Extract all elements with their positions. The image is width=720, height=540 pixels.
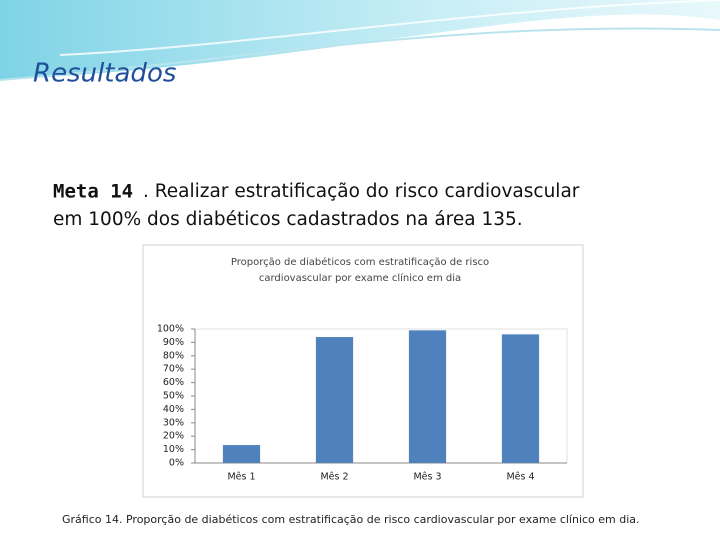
- x-tick-label: Mês 2: [320, 472, 348, 483]
- bar: [501, 334, 540, 463]
- y-tick-label: 70%: [163, 364, 184, 375]
- chart-title: cardiovascular por exame clínico em dia: [259, 272, 461, 284]
- caption: Gráfico 14. Proporção de diabéticos com …: [62, 513, 640, 526]
- y-tick-label: 90%: [163, 337, 184, 348]
- y-tick-label: 10%: [163, 444, 184, 455]
- y-tick-label: 100%: [157, 324, 184, 335]
- y-tick-label: 60%: [163, 377, 184, 388]
- x-tick-label: Mês 1: [227, 472, 255, 483]
- bar: [408, 330, 447, 463]
- x-tick-label: Mês 3: [413, 472, 441, 483]
- chart-title: Proporção de diabéticos com estratificaç…: [231, 256, 489, 268]
- body-line: em 100% dos diabéticos cadastrados na ár…: [53, 209, 523, 230]
- y-tick-label: 0%: [169, 458, 184, 469]
- y-tick-label: 20%: [163, 431, 184, 442]
- y-tick-label: 50%: [163, 391, 184, 402]
- meta-label: Meta 14: [53, 181, 133, 203]
- header-curve: [0, 27, 720, 81]
- y-tick-label: 40%: [163, 404, 184, 415]
- bar: [315, 337, 354, 463]
- header-curve: [59, 0, 720, 56]
- y-tick-label: 80%: [163, 350, 184, 361]
- slide-heading: Resultados: [33, 59, 176, 89]
- bar: [222, 445, 261, 463]
- x-tick-label: Mês 4: [506, 472, 534, 483]
- y-tick-label: 30%: [163, 417, 184, 428]
- body-line: . Realizar estratificação do risco cardi…: [143, 181, 580, 202]
- header-wave: [0, 0, 720, 80]
